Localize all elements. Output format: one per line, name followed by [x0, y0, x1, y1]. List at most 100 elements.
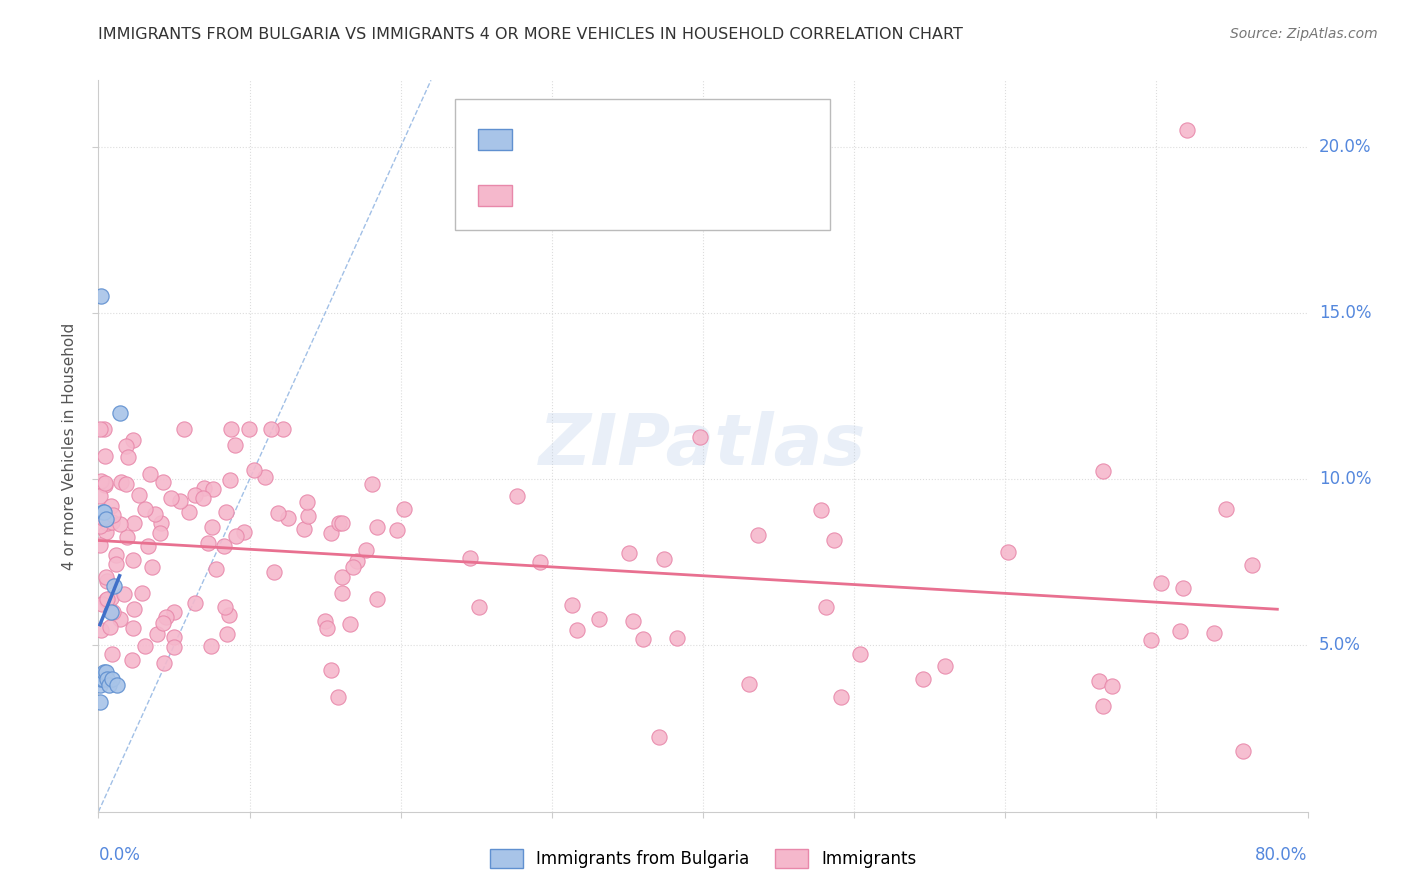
Point — [621, 614, 644, 628]
Point — [162, 630, 184, 644]
Point — [212, 539, 235, 553]
Point — [321, 526, 343, 541]
Point — [652, 552, 675, 566]
Point — [215, 505, 238, 519]
Point — [567, 623, 589, 637]
Point — [179, 505, 201, 519]
Point — [141, 559, 163, 574]
Point — [90, 672, 112, 686]
Point — [155, 610, 177, 624]
Point — [1202, 625, 1225, 640]
Point — [105, 678, 128, 692]
Text: ZIPatlas: ZIPatlas — [540, 411, 866, 481]
Point — [173, 422, 195, 436]
Point — [1215, 502, 1237, 516]
Point — [94, 477, 117, 491]
Text: R =  0.343   N =  18: R = 0.343 N = 18 — [524, 130, 706, 149]
Point — [648, 730, 671, 744]
Point — [94, 525, 117, 540]
Point — [91, 506, 114, 520]
Point — [139, 467, 162, 481]
Point — [747, 528, 769, 542]
FancyBboxPatch shape — [478, 186, 512, 206]
Point — [366, 519, 388, 533]
Point — [184, 596, 207, 610]
Point — [149, 526, 172, 541]
Point — [115, 477, 138, 491]
Point — [89, 489, 111, 503]
Point — [108, 612, 131, 626]
Point — [326, 690, 349, 704]
Y-axis label: 4 or more Vehicles in Household: 4 or more Vehicles in Household — [62, 322, 77, 570]
Point — [254, 469, 277, 483]
Point — [90, 289, 112, 303]
Point — [96, 672, 118, 686]
Point — [1240, 558, 1263, 572]
Point — [689, 430, 711, 444]
Point — [115, 530, 138, 544]
Point — [143, 507, 166, 521]
Text: 80.0%: 80.0% — [1256, 847, 1308, 864]
Point — [93, 665, 115, 679]
Point — [96, 516, 118, 531]
Point — [316, 621, 339, 635]
Point — [122, 433, 145, 447]
Point — [458, 551, 481, 566]
Point — [100, 591, 122, 605]
Point — [94, 512, 117, 526]
Point — [108, 406, 131, 420]
Point — [134, 639, 156, 653]
Point — [330, 516, 353, 530]
Point — [468, 600, 491, 615]
Point — [100, 499, 122, 513]
Point — [339, 616, 361, 631]
Point — [94, 449, 117, 463]
Point — [912, 673, 935, 687]
Point — [830, 690, 852, 704]
Point — [136, 539, 159, 553]
Point — [103, 508, 125, 523]
Point — [277, 511, 299, 525]
Point — [101, 515, 124, 529]
Point — [1171, 581, 1194, 595]
Point — [297, 509, 319, 524]
Point — [96, 592, 118, 607]
Point — [94, 592, 117, 607]
Point — [197, 535, 219, 549]
Point — [98, 678, 121, 692]
Point — [104, 557, 127, 571]
Point — [505, 489, 527, 503]
Point — [997, 545, 1019, 559]
Point — [810, 503, 832, 517]
Point — [128, 488, 150, 502]
Point — [110, 475, 132, 489]
Point — [319, 664, 342, 678]
Point — [103, 579, 125, 593]
Point — [117, 450, 139, 464]
Point — [89, 538, 111, 552]
Point — [121, 553, 143, 567]
Point — [122, 621, 145, 635]
Point — [665, 631, 688, 645]
Point — [314, 614, 336, 628]
Point — [217, 627, 239, 641]
Point — [366, 592, 388, 607]
Point — [617, 546, 640, 560]
Point — [267, 506, 290, 520]
Text: R = -0.358   N = 148: R = -0.358 N = 148 — [524, 186, 713, 204]
FancyBboxPatch shape — [456, 98, 830, 230]
Point — [169, 493, 191, 508]
Point — [89, 518, 111, 533]
Point — [823, 533, 845, 548]
Point — [292, 522, 315, 536]
Point — [271, 422, 294, 436]
Point — [1092, 699, 1115, 714]
Point — [633, 632, 655, 646]
Text: 5.0%: 5.0% — [1319, 637, 1361, 655]
Point — [1140, 633, 1163, 648]
Point — [1168, 624, 1191, 638]
Point — [145, 627, 167, 641]
Point — [134, 501, 156, 516]
Text: IMMIGRANTS FROM BULGARIA VS IMMIGRANTS 4 OR MORE VEHICLES IN HOUSEHOLD CORRELATI: IMMIGRANTS FROM BULGARIA VS IMMIGRANTS 4… — [98, 27, 963, 42]
Point — [387, 523, 409, 537]
